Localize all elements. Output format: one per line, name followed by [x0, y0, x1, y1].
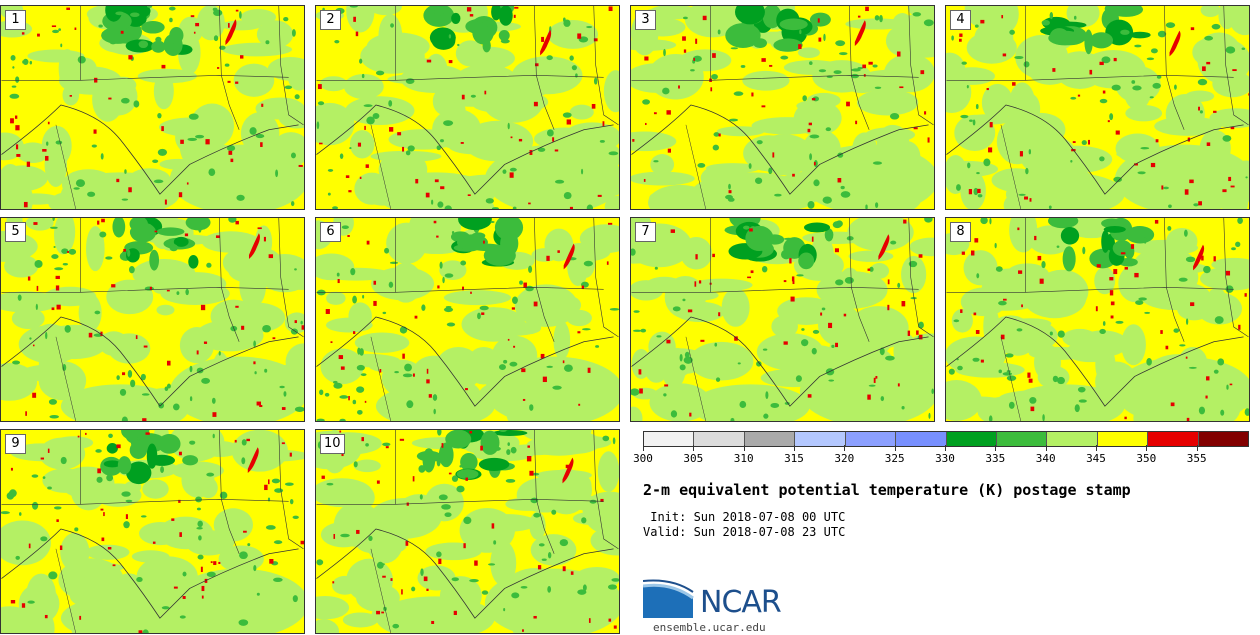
- colorbar-swatch: [744, 432, 796, 446]
- member-panel-9: 9: [0, 429, 305, 634]
- colorbar-tick-label: 325: [884, 452, 905, 465]
- member-label: 9: [5, 434, 26, 454]
- logo-text: NCAR: [700, 585, 782, 620]
- map-image: [1, 6, 304, 209]
- valid-time: Valid: Sun 2018-07-08 23 UTC: [643, 525, 846, 539]
- member-panel-5: 5: [0, 217, 305, 422]
- member-label: 8: [950, 222, 971, 242]
- colorbar-tick-label: 330: [935, 452, 955, 465]
- member-label: 5: [5, 222, 26, 242]
- member-panel-2: 2: [315, 5, 620, 210]
- map-image: [631, 218, 934, 421]
- colorbar-tick-label: 335: [985, 452, 1006, 465]
- chart-title: 2-m equivalent potential temperature (K)…: [643, 481, 1131, 499]
- member-label: 4: [950, 10, 971, 30]
- site-url: ensemble.ucar.edu: [653, 621, 766, 634]
- colorbar-tick: [1146, 445, 1148, 451]
- colorbar-swatch: [1097, 432, 1149, 446]
- init-time: Init: Sun 2018-07-08 00 UTC: [643, 510, 846, 524]
- colorbar-swatch: [1198, 432, 1249, 446]
- colorbar-tick: [794, 445, 795, 451]
- colorbar-tick: [643, 445, 644, 451]
- member-panel-8: 8: [945, 217, 1250, 422]
- map-image: [1, 218, 304, 421]
- member-panel-1: 1: [0, 5, 305, 210]
- map-image: [316, 6, 619, 209]
- colorbar-tick: [945, 445, 946, 451]
- colorbar-swatch: [896, 432, 947, 446]
- colorbar-tick-label: 350: [1136, 452, 1157, 465]
- member-panel-4: 4: [945, 5, 1250, 210]
- member-panel-6: 6: [315, 217, 620, 422]
- colorbar-tick-label: 320: [834, 452, 855, 465]
- colorbar-tick-label: 315: [784, 452, 804, 465]
- member-label: 10: [320, 434, 345, 454]
- colorbar-swatch: [644, 432, 695, 446]
- colorbar-swatch: [1148, 432, 1199, 446]
- colorbar-tick-label: 345: [1086, 452, 1106, 465]
- colorbar-swatch: [1047, 432, 1098, 446]
- colorbar-swatch: [694, 432, 745, 446]
- ncar-logo-icon: [643, 579, 694, 618]
- map-image: [1, 430, 304, 633]
- map-image: [316, 218, 619, 421]
- colorbar-swatch: [795, 432, 846, 446]
- colorbar-tick: [1196, 445, 1198, 451]
- colorbar-tick-label: 300: [633, 452, 653, 465]
- colorbar-tick-label: 305: [683, 452, 704, 465]
- colorbar-tick: [693, 445, 695, 451]
- member-panel-10: 10: [315, 429, 620, 634]
- member-label: 3: [635, 10, 656, 30]
- colorbar-tick: [844, 445, 846, 451]
- map-image: [946, 218, 1249, 421]
- map-image: [631, 6, 934, 209]
- member-label: 7: [635, 222, 656, 242]
- colorbar-tick: [894, 445, 896, 451]
- colorbar-tick: [995, 445, 997, 451]
- colorbar-tick-label: 355: [1186, 452, 1207, 465]
- member-panel-3: 3: [630, 5, 935, 210]
- colorbar-tick-label: 340: [1035, 452, 1056, 465]
- colorbar-tick: [1045, 445, 1047, 451]
- colorbar: [643, 431, 1249, 447]
- colorbar-swatch: [845, 432, 897, 446]
- member-label: 2: [320, 10, 341, 30]
- map-image: [946, 6, 1249, 209]
- colorbar-tick: [1096, 445, 1097, 451]
- colorbar-swatch: [946, 432, 997, 446]
- member-label: 1: [5, 10, 26, 30]
- map-image: [316, 430, 619, 633]
- member-label: 6: [320, 222, 341, 242]
- colorbar-tick-label: 310: [733, 452, 754, 465]
- colorbar-tick: [743, 445, 745, 451]
- member-panel-7: 7: [630, 217, 935, 422]
- colorbar-swatch: [996, 432, 1048, 446]
